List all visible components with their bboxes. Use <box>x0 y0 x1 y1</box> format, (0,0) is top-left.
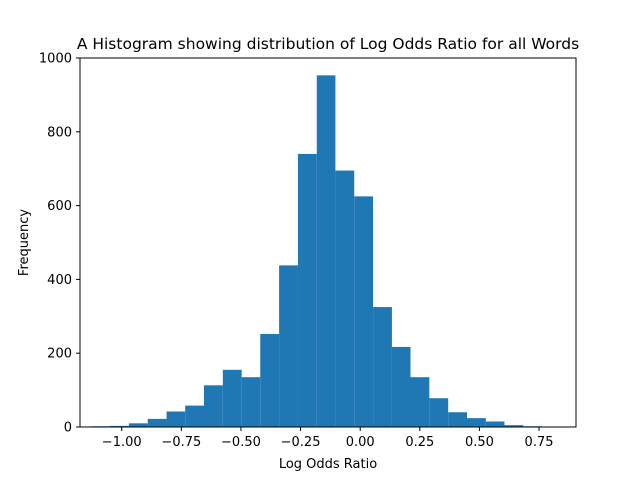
histogram-bar <box>110 425 129 427</box>
histogram-bar <box>373 307 392 427</box>
x-tick-label: 0.50 <box>465 435 494 450</box>
histogram-bar <box>241 377 261 427</box>
histogram-bar <box>185 405 204 427</box>
y-tick-label: 800 <box>47 125 72 140</box>
histogram-bar <box>335 170 355 428</box>
histogram-bar <box>504 425 524 427</box>
histogram-bar <box>166 411 186 427</box>
y-tick-label: 400 <box>47 273 72 288</box>
y-tick-label: 0 <box>64 421 72 436</box>
histogram-bar <box>297 153 317 427</box>
histogram-bar <box>448 412 468 427</box>
histogram-bar <box>316 75 336 427</box>
y-tick-label: 1000 <box>39 52 72 67</box>
plot-frame <box>79 57 577 428</box>
histogram-bar <box>391 346 411 427</box>
x-tick-label: 0.75 <box>525 435 554 450</box>
histogram-bar <box>485 421 505 427</box>
y-axis-ticks: 0 200 400 600 800 1000 <box>39 52 80 436</box>
bars-group <box>91 75 565 428</box>
histogram-bar <box>128 423 148 427</box>
x-tick-label: −0.50 <box>221 435 261 450</box>
x-axis-label: Log Odds Ratio <box>279 457 377 472</box>
histogram-bar <box>147 418 167 427</box>
x-tick-label: −1.00 <box>102 435 142 450</box>
histogram-bar <box>467 418 486 427</box>
y-tick-label: 600 <box>47 199 72 214</box>
x-axis-ticks: −1.00 −0.75 −0.50 −0.25 0.00 0.25 0.50 0.75 <box>102 427 554 450</box>
histogram-bar <box>260 334 280 427</box>
histogram-bar <box>279 265 298 427</box>
x-tick-label: −0.75 <box>161 435 201 450</box>
x-tick-label: −0.25 <box>281 435 321 450</box>
y-axis-label: Frequency <box>17 209 32 276</box>
x-tick-label: 0.00 <box>346 435 375 450</box>
histogram-bar <box>204 385 223 427</box>
x-tick-label: 0.25 <box>405 435 434 450</box>
histogram-bar <box>222 369 242 427</box>
chart-title: A Histogram showing distribution of Log … <box>77 35 579 53</box>
histogram-bar <box>354 196 374 427</box>
histogram-bar <box>429 398 449 427</box>
y-tick-label: 200 <box>47 347 72 362</box>
histogram-bar <box>410 377 430 427</box>
